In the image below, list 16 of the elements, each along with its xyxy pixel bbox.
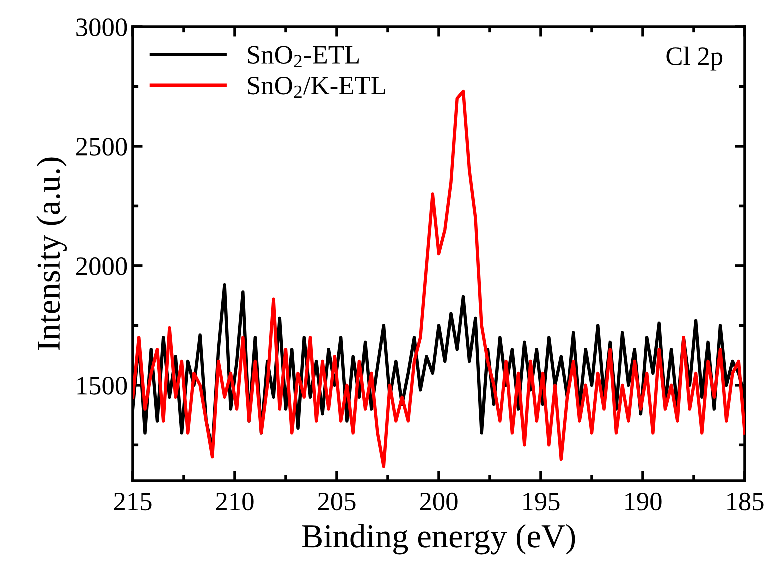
x-tick-label: 210 bbox=[216, 492, 254, 511]
y-axis-title: Intensity (a.u.) bbox=[36, 158, 68, 350]
x-tick-label: 215 bbox=[114, 492, 152, 511]
y-tick-label: 3000 bbox=[76, 18, 128, 36]
legend-label: SnO$_{2}$/K-ETL bbox=[248, 76, 386, 98]
x-tick-label: 200 bbox=[420, 492, 458, 511]
y-tick-label: 2000 bbox=[76, 258, 128, 276]
x-tick-label: 185 bbox=[728, 492, 764, 511]
x-tick-label: 205 bbox=[318, 492, 356, 511]
x-tick-label: 195 bbox=[524, 492, 560, 511]
x-tick-label: 190 bbox=[626, 492, 662, 511]
legend-label: SnO$_{2}$-ETL bbox=[248, 46, 360, 68]
y-tick-label: 1500 bbox=[78, 377, 128, 395]
y-tick-label: 2500 bbox=[76, 138, 128, 156]
annotation: Cl 2p bbox=[666, 46, 723, 71]
x-axis-title: Binding energy (eV) bbox=[302, 524, 576, 555]
